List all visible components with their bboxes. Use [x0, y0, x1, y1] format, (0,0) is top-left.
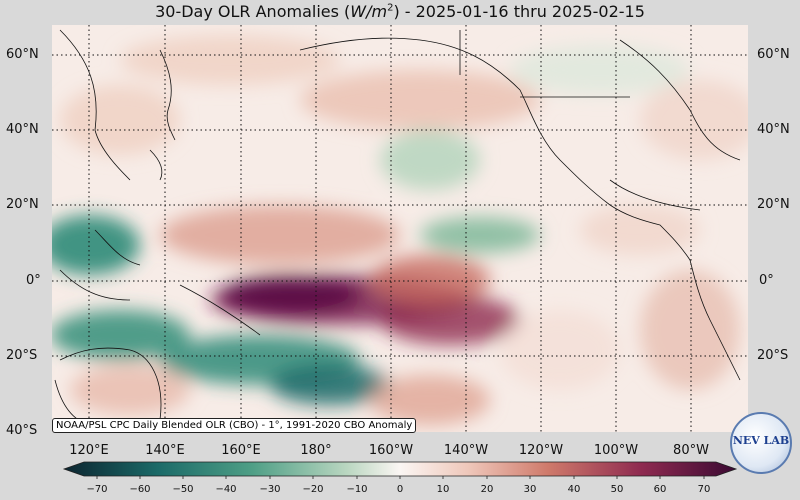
- lon-label: 120°E: [69, 443, 109, 458]
- anomaly-field: [52, 25, 748, 432]
- colorbar-tick: 50: [610, 484, 624, 495]
- lat-label-left: 20°S: [6, 348, 38, 363]
- colorbar-tick: −20: [302, 484, 324, 495]
- colorbar-tick: −70: [86, 484, 108, 495]
- lat-label-right: 20°N: [757, 197, 790, 212]
- colorbar-tick: 0: [396, 484, 404, 495]
- colorbar-tick: −40: [215, 484, 237, 495]
- attribution-box: NOAA/PSL CPC Daily Blended OLR (CBO) - 1…: [52, 418, 417, 433]
- colorbar-tick: 10: [436, 484, 450, 495]
- lat-label-right: 20°S: [757, 348, 789, 363]
- colorbar-tick: −30: [259, 484, 281, 495]
- lat-label-right: 0°: [759, 273, 774, 288]
- lat-label-left: 0°: [26, 273, 41, 288]
- lon-label: 140°W: [443, 443, 489, 458]
- colorbar-tick: −10: [346, 484, 368, 495]
- colorbar-tick: −60: [129, 484, 151, 495]
- graticule: [52, 25, 748, 432]
- lat-label-left: 40°N: [6, 122, 39, 137]
- lon-label: 100°W: [593, 443, 639, 458]
- lat-label-left: 20°N: [6, 197, 39, 212]
- nev-lab-logo: NEV LAB: [730, 412, 792, 474]
- lon-label: 180°: [300, 443, 332, 458]
- lon-label: 160°E: [221, 443, 261, 458]
- colorbar-tick: 20: [480, 484, 494, 495]
- colorbar-tick: 70: [697, 484, 711, 495]
- lon-label: 160°W: [368, 443, 414, 458]
- logo-text: NEV LAB: [732, 434, 790, 447]
- map-title: 30-Day OLR Anomalies (W/m2) - 2025-01-16…: [155, 2, 645, 21]
- lon-label: 80°W: [673, 443, 709, 458]
- colorbar-tick: −50: [172, 484, 194, 495]
- lon-label: 120°W: [518, 443, 564, 458]
- colorbar-tick: 40: [567, 484, 581, 495]
- lat-label-left: 40°S: [6, 423, 38, 438]
- lat-label-right: 40°N: [757, 122, 790, 137]
- lat-label-right: 60°N: [757, 47, 790, 62]
- colorbar-tick: 30: [523, 484, 537, 495]
- lat-label-left: 60°N: [6, 47, 39, 62]
- colorbar-tick: 60: [653, 484, 667, 495]
- lon-label: 140°E: [145, 443, 185, 458]
- colorbar: [62, 461, 738, 479]
